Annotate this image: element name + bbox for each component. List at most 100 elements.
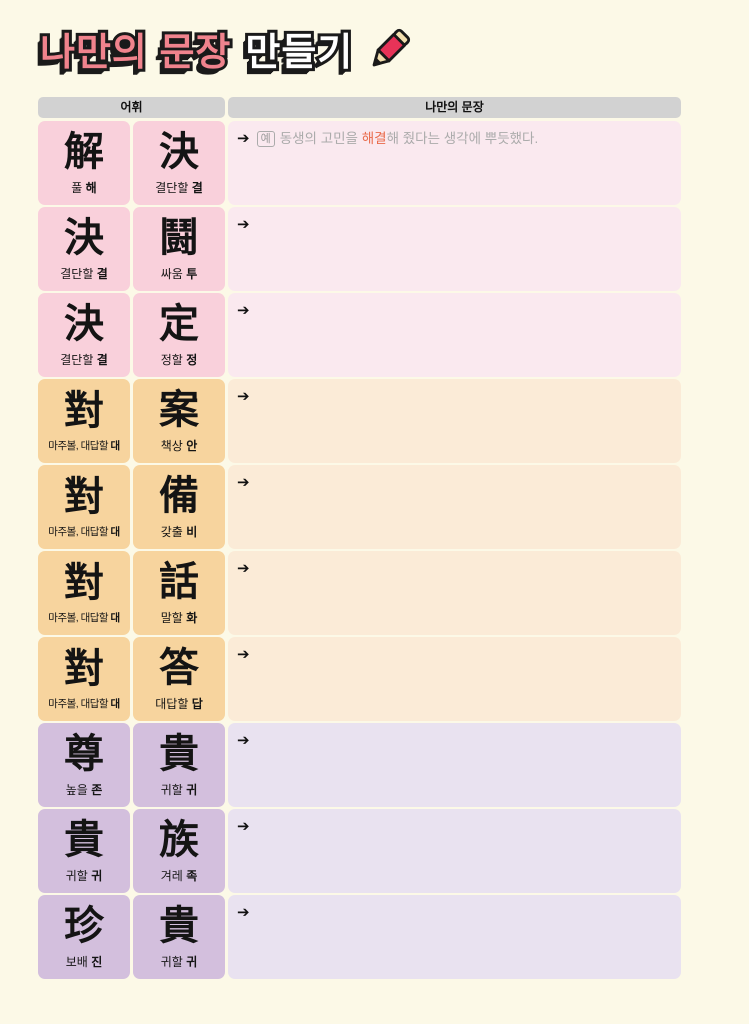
arrow-icon: ➔ (237, 560, 250, 577)
table-row: 決 결단할 결 鬪 싸움 투 ➔ (38, 207, 681, 291)
title-rest: 만들기 (242, 29, 355, 77)
example-sentence: 동생의 고민을 해결해 줬다는 생각에 뿌듯했다. (280, 131, 539, 146)
hanja-card: 決 결단할 결 (133, 121, 225, 205)
table-header-row: 어휘 나만의 문장 (38, 97, 681, 118)
hanja-character: 對 (64, 646, 104, 692)
sentence-write-area[interactable]: ➔ (228, 895, 681, 979)
sentence-write-area[interactable]: ➔ (228, 207, 681, 291)
table-row: 對 마주볼, 대답할 대 備 갖출 비 ➔ (38, 465, 681, 549)
reading-sound: 화 (186, 611, 198, 625)
arrow-icon: ➔ (237, 646, 250, 663)
reading-gloss: 보배 (65, 955, 88, 969)
arrow-icon: ➔ (237, 474, 250, 491)
hanja-card: 話 말할 화 (133, 551, 225, 635)
hanja-reading: 겨레 족 (161, 867, 197, 884)
sentence-write-area[interactable]: ➔ (228, 465, 681, 549)
hanja-card: 對 마주볼, 대답할 대 (38, 637, 130, 721)
hanja-card: 鬪 싸움 투 (133, 207, 225, 291)
reading-gloss: 마주볼, 대답할 (48, 612, 109, 624)
reading-sound: 귀 (91, 869, 103, 883)
arrow-icon: ➔ (237, 216, 250, 233)
reading-gloss: 마주볼, 대답할 (48, 440, 109, 452)
hanja-card: 定 정할 정 (133, 293, 225, 377)
hanja-character: 對 (64, 560, 104, 606)
hanja-reading: 마주볼, 대답할 대 (48, 696, 121, 711)
pencil-icon (372, 28, 411, 67)
hanja-character: 案 (159, 387, 199, 433)
table-row: 貴 귀할 귀 族 겨레 족 ➔ (38, 809, 681, 893)
hanja-card: 貴 귀할 귀 (133, 723, 225, 807)
hanja-reading: 귀할 귀 (161, 953, 197, 970)
hanja-character: 貴 (64, 817, 104, 863)
hanja-reading: 높을 존 (66, 781, 102, 798)
sentence-write-area[interactable]: ➔ 예 동생의 고민을 해결해 줬다는 생각에 뿌듯했다. (228, 121, 681, 205)
hanja-character: 決 (64, 215, 104, 261)
sentence-write-area[interactable]: ➔ (228, 723, 681, 807)
arrow-icon: ➔ (237, 302, 250, 319)
sentence-write-area[interactable]: ➔ (228, 379, 681, 463)
hanja-card: 答 대답할 답 (133, 637, 225, 721)
hanja-reading: 싸움 투 (161, 265, 197, 282)
reading-sound: 귀 (186, 783, 198, 797)
hanja-reading: 정할 정 (161, 351, 197, 368)
reading-gloss: 싸움 (160, 267, 183, 281)
hanja-card: 備 갖출 비 (133, 465, 225, 549)
hanja-card: 貴 귀할 귀 (133, 895, 225, 979)
hanja-card: 貴 귀할 귀 (38, 809, 130, 893)
table-row: 決 결단할 결 定 정할 정 ➔ (38, 293, 681, 377)
reading-gloss: 말할 (160, 611, 183, 625)
hanja-reading: 말할 화 (161, 609, 197, 626)
hanja-character: 定 (159, 301, 199, 347)
reading-gloss: 귀할 (160, 783, 183, 797)
reading-sound: 진 (91, 955, 103, 969)
hanja-reading: 귀할 귀 (66, 867, 102, 884)
reading-sound: 존 (91, 783, 103, 797)
title-highlight: 나만의 문장 (37, 29, 233, 77)
arrow-icon: ➔ (237, 732, 250, 749)
example-sentence-pre: 동생의 고민을 (279, 131, 362, 146)
hanja-reading: 결단할 결 (60, 351, 108, 368)
hanja-reading: 결단할 결 (60, 265, 108, 282)
table-row: 尊 높을 존 貴 귀할 귀 ➔ (38, 723, 681, 807)
reading-sound: 답 (191, 697, 203, 711)
hanja-card: 對 마주볼, 대답할 대 (38, 465, 130, 549)
sentence-write-area[interactable]: ➔ (228, 551, 681, 635)
reading-sound: 결 (96, 353, 108, 367)
table-row: 對 마주볼, 대답할 대 話 말할 화 ➔ (38, 551, 681, 635)
sentence-write-area[interactable]: ➔ (228, 809, 681, 893)
hanja-character: 解 (64, 129, 104, 175)
hanja-card: 決 결단할 결 (38, 207, 130, 291)
reading-gloss: 책상 (160, 439, 183, 453)
reading-gloss: 겨레 (160, 869, 183, 883)
reading-sound: 결 (191, 181, 203, 195)
reading-gloss: 대답할 (155, 697, 189, 711)
reading-sound: 비 (186, 525, 198, 539)
hanja-reading: 대답할 답 (155, 695, 203, 712)
reading-sound: 정 (186, 353, 198, 367)
hanja-character: 決 (64, 301, 104, 347)
example-sentence-post: 해 줬다는 생각에 뿌듯했다. (386, 131, 539, 146)
reading-gloss: 귀할 (65, 869, 88, 883)
hanja-card: 珍 보배 진 (38, 895, 130, 979)
sentence-write-area[interactable]: ➔ (228, 293, 681, 377)
page-title: 나만의 문장 만들기 (37, 28, 413, 78)
hanja-character: 對 (64, 474, 104, 520)
hanja-card: 尊 높을 존 (38, 723, 130, 807)
reading-sound: 족 (186, 869, 198, 883)
reading-sound: 귀 (186, 955, 198, 969)
reading-sound: 해 (85, 181, 97, 195)
hanja-character: 族 (159, 817, 199, 863)
hanja-reading: 귀할 귀 (161, 781, 197, 798)
hanja-character: 對 (64, 388, 104, 434)
hanja-reading: 책상 안 (161, 437, 197, 454)
reading-gloss: 갖출 (160, 525, 183, 539)
reading-gloss: 결단할 (60, 353, 94, 367)
sentence-write-area[interactable]: ➔ (228, 637, 681, 721)
reading-sound: 안 (186, 439, 198, 453)
reading-gloss: 마주볼, 대답할 (48, 698, 109, 710)
column-header-sentence: 나만의 문장 (228, 97, 681, 118)
reading-sound: 대 (110, 698, 121, 710)
